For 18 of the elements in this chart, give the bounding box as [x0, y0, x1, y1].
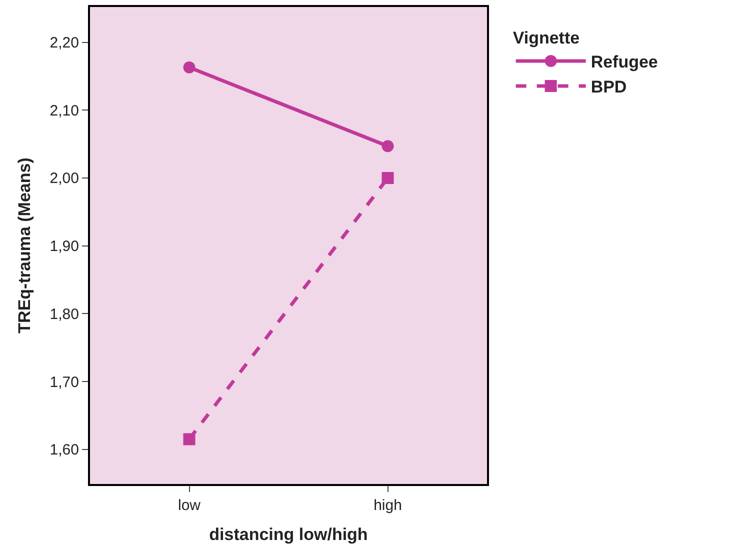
y-tick-label: 1,60 [50, 442, 79, 459]
y-tick-label: 2,10 [50, 102, 79, 120]
x-axis-title: distancing low/high [209, 524, 368, 544]
x-tick-label: high [374, 497, 402, 514]
y-tick-label: 2,20 [50, 34, 79, 52]
point [382, 172, 394, 184]
x-tick-label: low [178, 497, 201, 514]
y-tick-label: 1,80 [50, 306, 79, 323]
point [183, 61, 196, 74]
legend-title: Vignette [512, 28, 580, 48]
point [382, 140, 394, 152]
y-tick-label: 1,70 [50, 374, 79, 391]
legend-label: Refugee [590, 52, 658, 72]
y-axis-title: TREq-trauma (Means) [14, 158, 34, 334]
legend-label: BPD [590, 78, 627, 97]
y-tick-label: 1,90 [50, 238, 79, 256]
point [183, 433, 196, 446]
y-tick-label: 2,00 [50, 170, 79, 188]
